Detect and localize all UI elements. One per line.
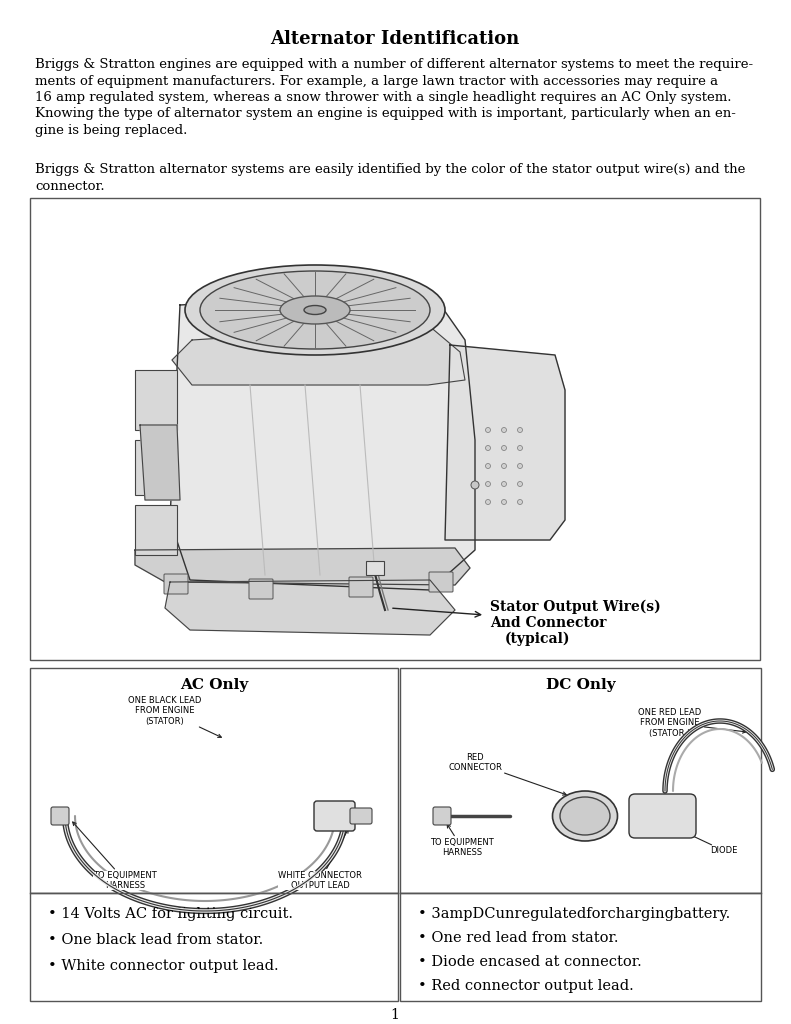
Ellipse shape [560,797,610,835]
FancyBboxPatch shape [629,794,696,838]
Ellipse shape [486,427,490,432]
Text: RED
CONNECTOR: RED CONNECTOR [448,753,566,796]
Text: ONE BLACK LEAD
FROM ENGINE
(STATOR): ONE BLACK LEAD FROM ENGINE (STATOR) [128,696,221,737]
FancyBboxPatch shape [30,668,398,893]
FancyBboxPatch shape [350,808,372,824]
Text: 1: 1 [391,1008,399,1022]
FancyBboxPatch shape [400,893,761,1001]
Text: TO EQUIPMENT
HARNESS: TO EQUIPMENT HARNESS [430,824,494,857]
Ellipse shape [280,296,350,324]
Text: DC Only: DC Only [546,678,615,692]
Ellipse shape [501,445,506,451]
FancyBboxPatch shape [433,807,451,825]
Ellipse shape [517,500,523,505]
FancyBboxPatch shape [314,801,355,831]
Polygon shape [165,580,455,635]
Text: • Diode encased at connector.: • Diode encased at connector. [418,955,642,969]
Text: (typical): (typical) [505,632,570,646]
Ellipse shape [486,464,490,469]
Ellipse shape [517,481,523,486]
Text: TO EQUIPMENT
HARNESS: TO EQUIPMENT HARNESS [73,822,157,891]
Ellipse shape [501,500,506,505]
FancyBboxPatch shape [349,577,373,597]
FancyBboxPatch shape [249,579,273,599]
Ellipse shape [304,305,326,314]
Polygon shape [140,425,180,500]
Ellipse shape [185,265,445,355]
FancyBboxPatch shape [30,198,760,660]
Text: ONE RED LEAD
FROM ENGINE
(STATOR ): ONE RED LEAD FROM ENGINE (STATOR ) [638,708,746,738]
Ellipse shape [517,427,523,432]
Polygon shape [445,345,565,540]
Text: Briggs & Stratton alternator systems are easily identified by the color of the s: Briggs & Stratton alternator systems are… [35,163,745,193]
FancyBboxPatch shape [135,440,177,495]
Text: • 3ampDCunregulatedforchargingbattery.: • 3ampDCunregulatedforchargingbattery. [418,907,730,921]
Text: • Red connector output lead.: • Red connector output lead. [418,979,634,993]
Polygon shape [135,548,470,585]
Text: • One black lead from stator.: • One black lead from stator. [48,933,263,947]
Text: • 14 Volts AC for lighting circuit.: • 14 Volts AC for lighting circuit. [48,907,293,921]
FancyBboxPatch shape [30,893,398,1001]
FancyBboxPatch shape [164,574,188,594]
Text: Stator Output Wire(s): Stator Output Wire(s) [490,600,660,614]
FancyBboxPatch shape [51,807,69,825]
Ellipse shape [200,271,430,349]
Ellipse shape [501,427,506,432]
Text: DIODE: DIODE [683,831,737,855]
Ellipse shape [501,481,506,486]
Text: AC Only: AC Only [180,678,248,692]
Text: Alternator Identification: Alternator Identification [271,30,520,48]
Ellipse shape [552,791,618,841]
Ellipse shape [517,445,523,451]
Text: • White connector output lead.: • White connector output lead. [48,959,278,973]
Polygon shape [170,290,475,590]
FancyBboxPatch shape [400,668,761,893]
FancyBboxPatch shape [135,505,177,555]
Ellipse shape [501,464,506,469]
FancyBboxPatch shape [429,572,453,592]
Text: Briggs & Stratton engines are equipped with a number of different alternator sys: Briggs & Stratton engines are equipped w… [35,58,753,137]
FancyBboxPatch shape [135,370,177,430]
Ellipse shape [517,464,523,469]
Ellipse shape [471,481,479,489]
Polygon shape [172,325,465,385]
Text: • One red lead from stator.: • One red lead from stator. [418,931,619,945]
Text: WHITE CONNECTOR
OUTPUT LEAD: WHITE CONNECTOR OUTPUT LEAD [278,829,362,891]
Text: And Connector: And Connector [490,616,607,630]
Ellipse shape [486,481,490,486]
Ellipse shape [486,500,490,505]
FancyBboxPatch shape [366,561,384,575]
Ellipse shape [486,445,490,451]
